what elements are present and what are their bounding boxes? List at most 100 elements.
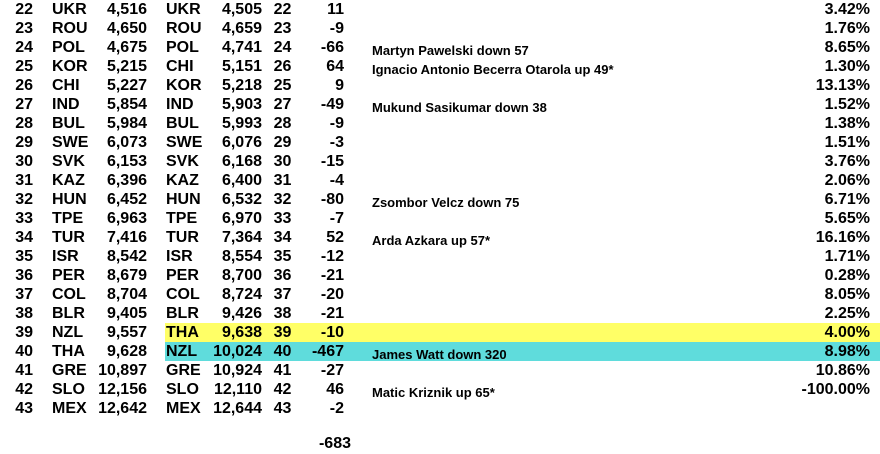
rank-cell[interactable]: 25 <box>15 58 33 75</box>
country2-cell[interactable]: GRE <box>166 362 201 379</box>
value2-cell[interactable]: 8,700 <box>221 267 262 284</box>
rank-cell[interactable]: 26 <box>15 77 33 94</box>
rank-cell[interactable]: 37 <box>15 286 33 303</box>
percent-cell[interactable]: 13.13% <box>815 77 870 94</box>
rank2-cell[interactable]: 40 <box>273 343 292 360</box>
rank2-cell[interactable]: 39 <box>273 324 292 341</box>
value2-cell[interactable]: 9,426 <box>221 305 262 322</box>
note-cell[interactable]: Martyn Pawelski down 57 <box>372 43 529 58</box>
diff-cell[interactable]: -20 <box>320 286 344 303</box>
rank2-cell[interactable]: 43 <box>273 400 292 417</box>
rank2-cell[interactable]: 36 <box>273 267 292 284</box>
country2-cell[interactable]: HUN <box>166 191 201 208</box>
diff-cell[interactable]: -2 <box>329 400 344 417</box>
value2-cell[interactable]: 4,659 <box>221 20 262 37</box>
value-cell[interactable]: 4,675 <box>106 39 147 56</box>
diff-cell[interactable]: -66 <box>320 39 344 56</box>
value-cell[interactable]: 12,642 <box>98 400 147 417</box>
diff-cell[interactable]: -4 <box>329 172 344 189</box>
country-cell[interactable]: THA <box>52 343 85 360</box>
rank-cell[interactable]: 38 <box>15 305 33 322</box>
percent-cell[interactable]: 3.76% <box>824 153 870 170</box>
diff-cell[interactable]: 11 <box>327 1 344 18</box>
diff-cell[interactable]: 46 <box>326 381 344 398</box>
value-cell[interactable]: 12,156 <box>98 381 147 398</box>
percent-cell[interactable]: 1.38% <box>824 115 870 132</box>
diff-cell[interactable]: -80 <box>320 191 344 208</box>
rank-cell[interactable]: 30 <box>15 153 33 170</box>
diff-cell[interactable]: -27 <box>320 362 344 379</box>
country2-cell[interactable]: SVK <box>166 153 199 170</box>
country-cell[interactable]: NZL <box>52 324 84 341</box>
value-cell[interactable]: 5,984 <box>106 115 147 132</box>
percent-cell[interactable]: 1.51% <box>824 134 870 151</box>
country-cell[interactable]: MEX <box>52 400 87 417</box>
country-cell[interactable]: ROU <box>52 20 88 37</box>
percent-cell[interactable]: 1.76% <box>824 20 870 37</box>
diff-cell[interactable]: 64 <box>326 58 344 75</box>
country-cell[interactable]: ISR <box>52 248 79 265</box>
percent-cell[interactable]: 4.00% <box>824 324 870 341</box>
rank2-cell[interactable]: 27 <box>273 96 292 113</box>
percent-cell[interactable]: -100.00% <box>801 381 871 398</box>
percent-cell[interactable]: 8.98% <box>824 343 870 360</box>
value-cell[interactable]: 5,215 <box>106 58 147 75</box>
value-cell[interactable]: 9,405 <box>106 305 147 322</box>
percent-cell[interactable]: 10.86% <box>815 362 870 379</box>
diff-cell[interactable]: -10 <box>320 324 344 341</box>
rank2-cell[interactable]: 25 <box>273 77 292 94</box>
percent-cell[interactable]: 8.65% <box>824 39 870 56</box>
note-cell[interactable]: Arda Azkara up 57* <box>372 233 491 248</box>
diff-cell[interactable]: -12 <box>320 248 344 265</box>
rank-cell[interactable]: 29 <box>15 134 33 151</box>
value-cell[interactable]: 9,557 <box>106 324 147 341</box>
value2-cell[interactable]: 12,644 <box>213 400 262 417</box>
rank-cell[interactable]: 41 <box>15 362 33 379</box>
note-cell[interactable]: Ignacio Antonio Becerra Otarola up 49* <box>372 62 614 77</box>
country2-cell[interactable]: BLR <box>166 305 199 322</box>
value-cell[interactable]: 6,153 <box>106 153 147 170</box>
diff-cell[interactable]: -3 <box>329 134 344 151</box>
rank2-cell[interactable]: 33 <box>273 210 292 227</box>
rank2-cell[interactable]: 23 <box>273 20 292 37</box>
country-cell[interactable]: COL <box>52 286 86 303</box>
country-cell[interactable]: UKR <box>52 1 87 18</box>
diff-cell[interactable]: -7 <box>329 210 344 227</box>
country-cell[interactable]: BUL <box>52 115 85 132</box>
diff-cell[interactable]: -49 <box>320 96 344 113</box>
rank-cell[interactable]: 43 <box>15 400 33 417</box>
country-cell[interactable]: SVK <box>52 153 85 170</box>
country-cell[interactable]: TPE <box>52 210 84 227</box>
rank-cell[interactable]: 31 <box>15 172 33 189</box>
diff-cell[interactable]: -21 <box>320 305 344 322</box>
rank-cell[interactable]: 33 <box>15 210 33 227</box>
country-cell[interactable]: SWE <box>52 134 89 151</box>
percent-cell[interactable]: 1.52% <box>824 96 870 113</box>
rank2-cell[interactable]: 29 <box>273 134 292 151</box>
diff-cell[interactable]: -9 <box>329 115 344 132</box>
rank2-cell[interactable]: 38 <box>273 305 292 322</box>
value2-cell[interactable]: 6,532 <box>221 191 262 208</box>
value2-cell[interactable]: 12,110 <box>213 381 262 398</box>
value2-cell[interactable]: 5,218 <box>221 77 262 94</box>
value-cell[interactable]: 7,416 <box>106 229 147 246</box>
country2-cell[interactable]: TUR <box>166 229 199 246</box>
percent-cell[interactable] <box>780 399 870 418</box>
value-cell[interactable]: 9,628 <box>106 343 147 360</box>
rank-cell[interactable]: 36 <box>15 267 33 284</box>
note-cell[interactable]: Zsombor Velcz down 75 <box>372 195 520 210</box>
percent-cell[interactable]: 1.71% <box>824 248 870 265</box>
percent-cell[interactable]: 6.71% <box>824 191 870 208</box>
rank-cell[interactable]: 32 <box>15 191 33 208</box>
rank2-cell[interactable]: 41 <box>273 362 292 379</box>
value-cell[interactable]: 8,679 <box>106 267 147 284</box>
country-cell[interactable]: IND <box>52 96 80 113</box>
country2-cell[interactable]: ROU <box>166 20 202 37</box>
percent-cell[interactable]: 1.30% <box>824 58 870 75</box>
rank-cell[interactable]: 39 <box>15 324 33 341</box>
diff-cell[interactable]: -21 <box>320 267 344 284</box>
country2-cell[interactable]: SLO <box>166 381 199 398</box>
diff-cell[interactable]: 52 <box>326 229 344 246</box>
value2-cell[interactable]: 6,076 <box>221 134 262 151</box>
value2-cell[interactable]: 7,364 <box>221 229 262 246</box>
